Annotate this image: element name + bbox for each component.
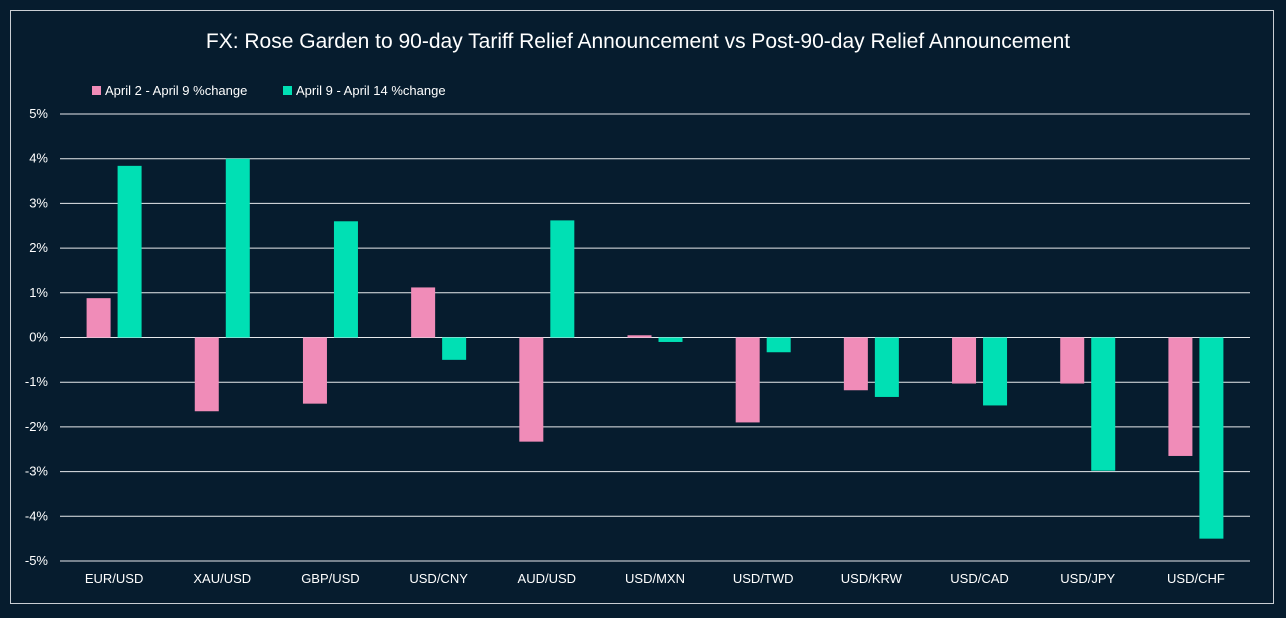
chart-frame xyxy=(10,10,1274,604)
bar-apr2-apr9-usd-mxn xyxy=(627,335,652,338)
bar-apr2-apr9-usd-jpy xyxy=(1060,337,1085,384)
y-tick-label: -1% xyxy=(25,374,49,389)
x-tick-label: USD/MXN xyxy=(625,571,685,586)
bar-apr2-apr9-eur-usd xyxy=(86,298,111,338)
bar-apr2-apr9-usd-chf xyxy=(1168,337,1193,456)
x-tick-label: USD/CHF xyxy=(1167,571,1225,586)
y-axis-ticks: 5% 4% 3% 2% 1% 0% -1% -2% -3% -4% -5% xyxy=(25,106,49,568)
y-tick-label: -2% xyxy=(25,419,49,434)
bar-apr9-apr14-gbp-usd xyxy=(333,221,358,338)
bar-apr9-apr14-usd-mxn xyxy=(658,337,683,342)
bar-apr9-apr14-aud-usd xyxy=(550,220,575,338)
legend-label: April 2 - April 9 %change xyxy=(105,83,247,98)
x-tick-label: USD/CNY xyxy=(409,571,468,586)
bar-apr9-apr14-usd-krw xyxy=(874,337,899,397)
x-tick-label: USD/TWD xyxy=(733,571,794,586)
bar-apr2-apr9-aud-usd xyxy=(519,337,544,442)
y-tick-label: 2% xyxy=(29,240,48,255)
bar-apr9-apr14-eur-usd xyxy=(117,165,142,338)
x-tick-label: GBP/USD xyxy=(301,571,360,586)
y-tick-label: 5% xyxy=(29,106,48,121)
legend-swatch xyxy=(283,86,292,95)
bar-apr9-apr14-xau-usd xyxy=(225,158,250,338)
bar-apr9-apr14-usd-twd xyxy=(766,337,791,353)
bar-apr9-apr14-usd-cny xyxy=(442,337,467,360)
x-tick-label: USD/JPY xyxy=(1060,571,1115,586)
bar-apr9-apr14-usd-jpy xyxy=(1091,337,1116,471)
chart-title: FX: Rose Garden to 90-day Tariff Relief … xyxy=(206,30,1070,53)
bars xyxy=(86,158,1224,539)
y-tick-label: 0% xyxy=(29,330,48,345)
y-tick-label: 1% xyxy=(29,285,48,300)
x-tick-label: USD/KRW xyxy=(841,571,903,586)
y-tick-label: 3% xyxy=(29,195,48,210)
legend-label: April 9 - April 14 %change xyxy=(296,83,446,98)
gridlines xyxy=(60,113,1250,562)
y-tick-label: 4% xyxy=(29,151,48,166)
x-tick-label: AUD/USD xyxy=(518,571,577,586)
bar-apr9-apr14-usd-cad xyxy=(983,337,1008,406)
bar-apr2-apr9-usd-krw xyxy=(843,337,868,391)
y-tick-label: -4% xyxy=(25,508,49,523)
bar-apr2-apr9-usd-twd xyxy=(735,337,760,423)
bar-apr2-apr9-usd-cny xyxy=(411,287,436,338)
x-axis-ticks: EUR/USD XAU/USD GBP/USD USD/CNY AUD/USD USD/M… xyxy=(85,571,1225,586)
legend-swatch xyxy=(92,86,101,95)
legend: April 2 - April 9 %change April 9 - April… xyxy=(92,83,446,98)
bar-apr2-apr9-gbp-usd xyxy=(302,337,327,404)
x-tick-label: XAU/USD xyxy=(193,571,251,586)
bar-apr2-apr9-usd-cad xyxy=(952,337,977,384)
bar-apr9-apr14-usd-chf xyxy=(1199,337,1224,539)
y-tick-label: -5% xyxy=(25,553,49,568)
y-tick-label: -3% xyxy=(25,464,49,479)
x-tick-label: USD/CAD xyxy=(950,571,1009,586)
bar-apr2-apr9-xau-usd xyxy=(194,337,219,412)
x-tick-label: EUR/USD xyxy=(85,571,144,586)
